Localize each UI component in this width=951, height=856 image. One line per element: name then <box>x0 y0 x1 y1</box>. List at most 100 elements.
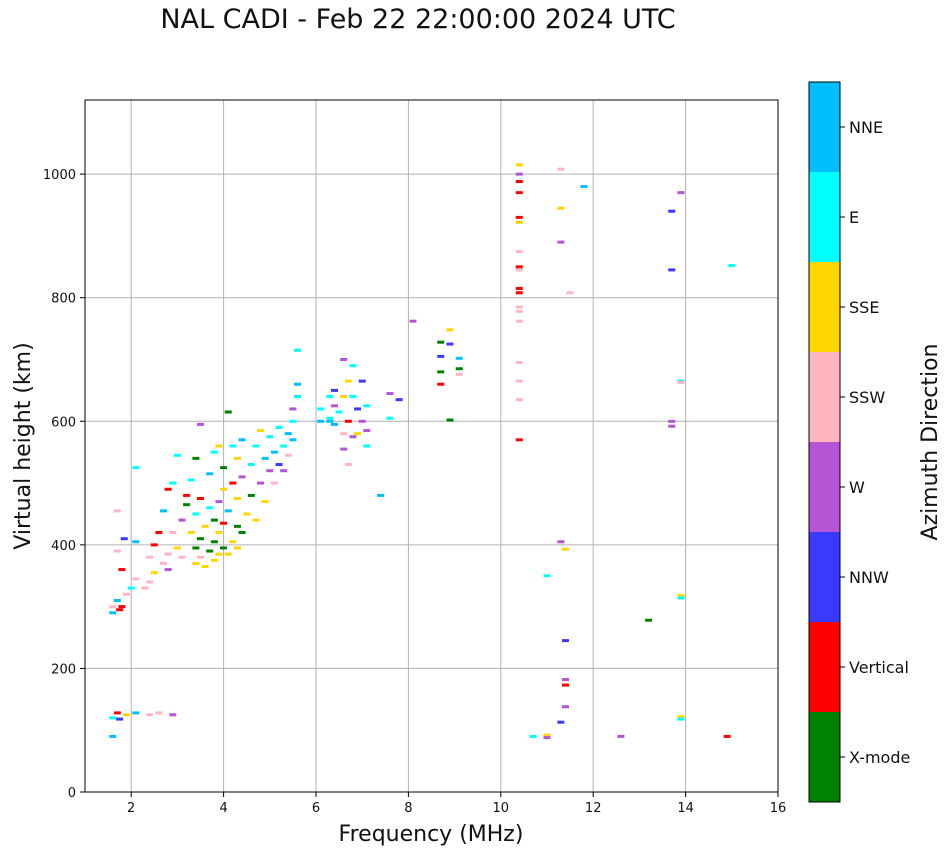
echo-point-sse <box>220 487 228 491</box>
echo-point-sse <box>215 444 223 448</box>
echo-point-w <box>197 422 204 426</box>
echo-point-vertical <box>164 487 172 491</box>
echo-point-ssw <box>515 398 523 402</box>
echo-point-vertical <box>723 734 731 738</box>
echo-point-w <box>289 407 297 411</box>
y-tick-label: 0 <box>68 786 76 801</box>
echo-point-w <box>257 481 265 485</box>
echo-point-sse <box>243 512 251 516</box>
echo-point-ssw <box>340 432 348 436</box>
chart-title: NAL CADI - Feb 22 22:00:00 2024 UTC <box>160 4 676 35</box>
echo-point-ssw <box>515 268 523 272</box>
colorbar-segment-e <box>809 172 840 262</box>
plot-frame <box>84 99 779 793</box>
echo-point-sse <box>515 220 523 224</box>
echo-point-ssw <box>284 453 292 457</box>
echo-point-ssw <box>455 372 463 376</box>
echo-point-w <box>557 540 565 544</box>
echo-point-ssw <box>123 592 131 596</box>
echo-point-e <box>266 435 274 439</box>
echo-point-e <box>229 444 237 448</box>
axes: 2 4 6 8 10 12 14 16 0 200 400 600 800 1000 <box>43 168 786 816</box>
echo-point-vertical <box>183 493 191 497</box>
echo-point-ssw <box>146 713 154 717</box>
echo-point-e <box>169 481 177 485</box>
grid-lines <box>85 100 778 792</box>
echo-point-w <box>543 736 551 740</box>
echo-point-w <box>169 713 177 717</box>
echo-point-w <box>349 435 357 439</box>
echo-point-nne <box>238 438 246 442</box>
echo-point-vertical <box>515 180 523 184</box>
echo-point-ssw <box>515 379 523 383</box>
colorbar-segment-sse <box>809 262 840 352</box>
echo-point-sse <box>187 531 195 534</box>
echo-point-sse <box>446 328 454 332</box>
echo-point-ssw <box>113 509 121 513</box>
data-marks <box>109 163 736 740</box>
echo-point-w <box>358 419 366 423</box>
echo-point-ssw <box>164 552 172 556</box>
echo-point-nnw <box>557 720 565 724</box>
echo-point-vertical <box>515 191 523 195</box>
echo-point-vertical <box>150 543 158 547</box>
colorbar-tick-label: E <box>849 208 859 227</box>
x-tick-label: 8 <box>404 801 412 816</box>
echo-point-w <box>164 568 172 572</box>
echo-point-nne <box>270 450 278 454</box>
x-tick-label: 10 <box>493 801 510 816</box>
echo-point-ssw <box>515 309 523 313</box>
echo-point-e <box>529 734 537 738</box>
echo-point-x-mode <box>437 370 445 374</box>
echo-point-sse <box>210 558 218 562</box>
x-tick-label: 12 <box>585 801 602 816</box>
echo-point-vertical <box>118 568 126 572</box>
echo-point-x-mode <box>220 466 228 470</box>
echo-point-w <box>266 469 274 473</box>
colorbar-label: Azimuth Direction <box>918 343 943 540</box>
colorbar-segment-nnw <box>809 532 840 622</box>
echo-point-nne <box>224 509 232 513</box>
echo-point-nne <box>377 493 385 497</box>
echo-point-e <box>728 264 736 268</box>
echo-point-ssw <box>160 561 168 565</box>
echo-point-e <box>206 506 214 510</box>
echo-point-vertical <box>515 265 523 269</box>
echo-point-w <box>557 240 565 244</box>
echo-point-sse <box>233 546 241 550</box>
colorbar-tick-label: X-mode <box>849 748 910 767</box>
echo-point-x-mode <box>238 531 246 534</box>
echo-point-w <box>238 475 246 479</box>
echo-point-vertical <box>229 481 237 485</box>
echo-point-w <box>363 429 371 433</box>
echo-point-nnw <box>561 639 569 643</box>
colorbar-tick-label: SSW <box>849 388 885 407</box>
echo-point-sse <box>561 547 569 551</box>
echo-point-vertical <box>515 291 523 295</box>
echo-point-nne <box>294 382 302 386</box>
echo-point-nne <box>160 509 168 513</box>
y-tick-label: 800 <box>51 292 76 307</box>
echo-point-ssw <box>169 531 177 534</box>
echo-point-nnw <box>116 717 124 721</box>
echo-point-ssw <box>557 167 565 171</box>
echo-point-e <box>192 512 200 516</box>
echo-point-e <box>247 463 255 467</box>
echo-point-nnw <box>120 537 128 541</box>
echo-point-nne <box>132 711 140 715</box>
colorbar-tick-label: NNE <box>849 118 883 137</box>
colorbar-segment-ssw <box>809 352 840 442</box>
echo-point-nne <box>289 438 297 442</box>
echo-point-w <box>515 172 523 176</box>
colorbar-tick-label: SSE <box>849 298 879 317</box>
echo-point-ssw <box>141 586 149 590</box>
echo-point-w <box>178 518 186 522</box>
echo-point-e <box>677 717 685 721</box>
x-tick-label: 14 <box>677 801 694 816</box>
x-tick-label: 2 <box>127 801 135 816</box>
echo-point-ssw <box>515 305 523 309</box>
echo-point-sse <box>543 733 551 737</box>
echo-point-e <box>543 574 551 578</box>
echo-point-e <box>363 404 371 408</box>
